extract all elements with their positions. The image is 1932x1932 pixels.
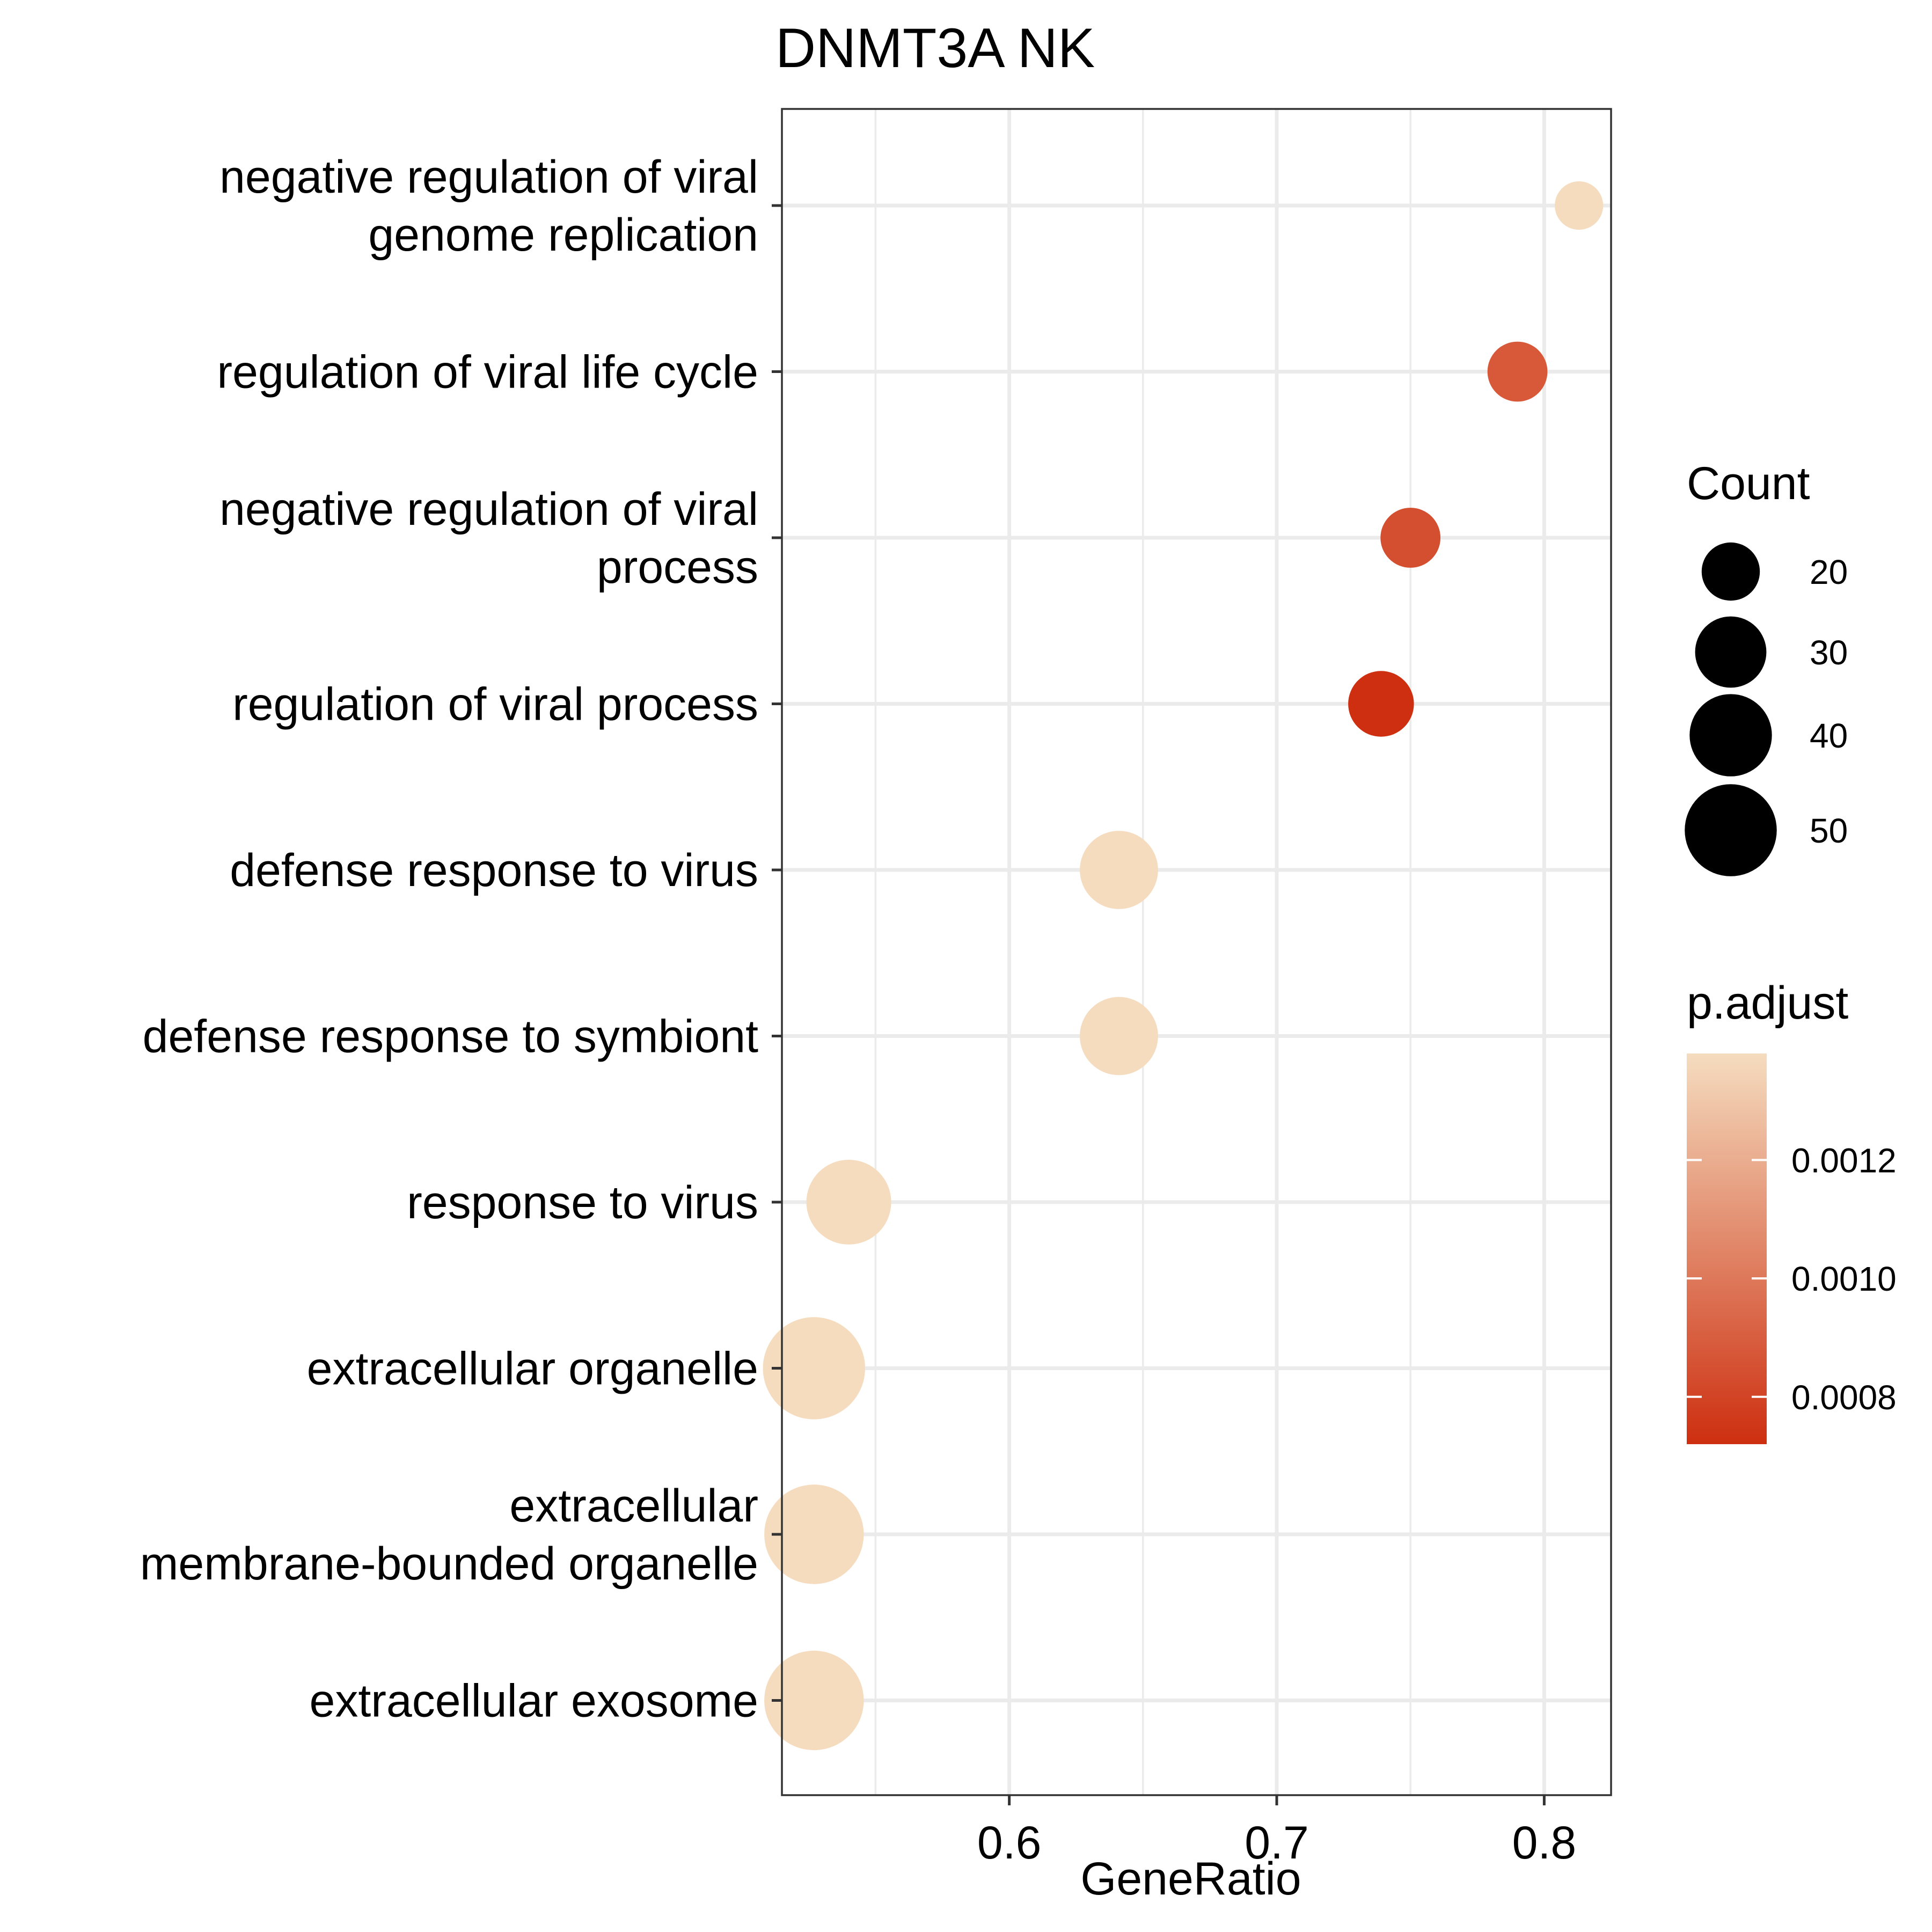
color-legend-title: p.adjust	[1687, 977, 1848, 1029]
y-tick-label-line: regulation of viral process	[232, 679, 758, 730]
y-tick-label: regulation of viral life cycle	[217, 347, 758, 398]
chart-title: DNMT3A NK	[775, 17, 1095, 79]
data-point	[764, 1484, 864, 1584]
size-legend-key	[1695, 616, 1767, 688]
y-tick-label-line: negative regulation of viral	[219, 151, 758, 203]
data-point	[764, 1650, 864, 1751]
y-tick-label: extracellular exosome	[310, 1675, 758, 1727]
color-legend-label: 0.0010	[1791, 1260, 1897, 1298]
x-tick-label: 0.7	[1245, 1817, 1309, 1869]
y-tick-label-line: extracellular exosome	[310, 1675, 758, 1727]
color-legend-label: 0.0012	[1791, 1141, 1897, 1180]
x-axis: 0.6 0.7 0.8	[977, 1795, 1576, 1869]
y-tick-label-line: regulation of viral life cycle	[217, 347, 758, 398]
data-point	[1380, 508, 1441, 568]
y-tick-label: extracellular membrane-bounded organelle	[140, 1480, 758, 1590]
data-point	[806, 1159, 891, 1245]
y-tick-label: negative regulation of viral genome repli…	[219, 151, 758, 261]
y-tick-label: negative regulation of viral process	[219, 484, 758, 593]
color-legend: p.adjust 0.0012 0.0010 0.0008	[1687, 977, 1897, 1444]
size-legend-key	[1685, 784, 1777, 876]
size-legend-label: 30	[1810, 633, 1848, 672]
y-axis: negative regulation of viral genome repli…	[140, 151, 782, 1727]
data-point	[1080, 997, 1158, 1075]
size-legend-key	[1701, 542, 1760, 601]
size-legend-label: 20	[1810, 553, 1848, 591]
y-tick-label: response to virus	[407, 1177, 758, 1228]
panel-border	[781, 108, 1612, 1796]
x-axis-title: GeneRatio	[1080, 1853, 1301, 1905]
y-tick-label-line: extracellular	[509, 1480, 758, 1532]
data-point	[1555, 181, 1604, 230]
y-tick-label: extracellular organelle	[307, 1343, 758, 1395]
y-tick-label-line: genome replication	[368, 209, 758, 261]
y-tick-label: defense response to symbiont	[143, 1011, 758, 1063]
y-tick-label-line: defense response to virus	[230, 845, 758, 896]
y-tick-label-line: response to virus	[407, 1177, 758, 1228]
size-legend: Count 20 30 40 50	[1685, 458, 1848, 876]
data-point	[763, 1317, 866, 1419]
x-tick-label: 0.6	[977, 1817, 1042, 1869]
plot-panel	[763, 108, 1612, 1796]
size-legend-title: Count	[1687, 458, 1810, 509]
y-tick-label-line: extracellular organelle	[307, 1343, 758, 1395]
x-tick-label: 0.8	[1512, 1817, 1577, 1869]
y-tick-label-line: negative regulation of viral	[219, 484, 758, 535]
panel-background	[782, 109, 1611, 1795]
size-legend-label: 40	[1810, 716, 1848, 755]
y-tick-label-line: defense response to symbiont	[143, 1011, 758, 1063]
y-tick-label-line: process	[597, 541, 758, 593]
data-point	[1348, 671, 1414, 737]
size-legend-label: 50	[1810, 811, 1848, 850]
y-tick-label: regulation of viral process	[232, 679, 758, 730]
data-point	[1487, 341, 1548, 402]
size-legend-key	[1689, 694, 1772, 777]
color-legend-label: 0.0008	[1791, 1378, 1897, 1417]
y-tick-label-line: membrane-bounded organelle	[140, 1538, 758, 1590]
data-point	[1080, 831, 1158, 909]
y-tick-label: defense response to virus	[230, 845, 758, 896]
color-bar	[1687, 1053, 1767, 1444]
